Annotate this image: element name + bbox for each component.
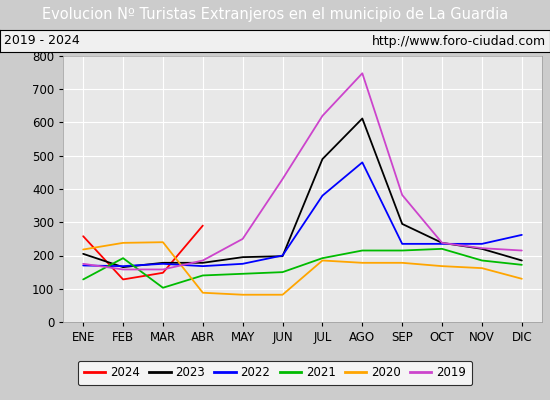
Text: Evolucion Nº Turistas Extranjeros en el municipio de La Guardia: Evolucion Nº Turistas Extranjeros en el … (42, 8, 508, 22)
Text: 2019 - 2024: 2019 - 2024 (4, 34, 80, 48)
Text: http://www.foro-ciudad.com: http://www.foro-ciudad.com (371, 34, 546, 48)
Legend: 2024, 2023, 2022, 2021, 2020, 2019: 2024, 2023, 2022, 2021, 2020, 2019 (78, 360, 472, 386)
